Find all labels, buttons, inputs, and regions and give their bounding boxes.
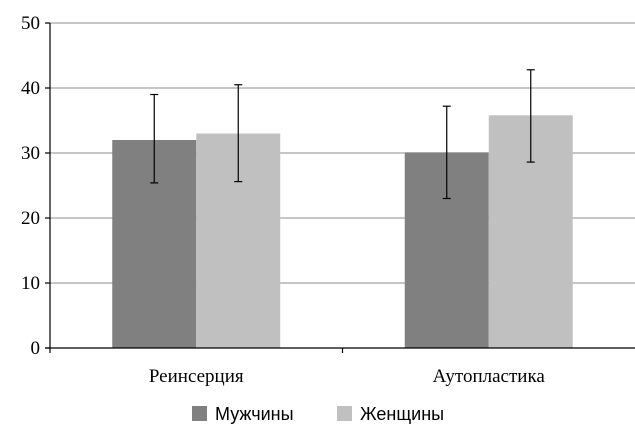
axes [45, 23, 635, 353]
x-category-label: Реинсерция [149, 366, 244, 387]
legend-swatch [192, 406, 207, 421]
legend-item-women: Женщины [337, 404, 444, 424]
legend-label: Мужчины [215, 404, 294, 424]
bars [112, 115, 573, 348]
error-bar-women-1 [526, 69, 535, 163]
legend-item-men: Мужчины [192, 404, 294, 424]
legend-label: Женщины [360, 404, 444, 424]
legend: Мужчины Женщины [192, 404, 444, 424]
y-tick-label: 20 [21, 208, 40, 229]
x-axis-labels: Реинсерция Аутопластика [149, 348, 546, 387]
y-tick-label: 30 [21, 143, 40, 164]
y-axis-ticks: 0 10 20 30 40 50 [21, 13, 50, 359]
error-bar-men-1 [442, 105, 451, 200]
x-category-label: Аутопластика [433, 366, 546, 387]
error-bar-men-0 [150, 93, 159, 184]
legend-swatch [337, 406, 352, 421]
y-tick-label: 10 [21, 273, 40, 294]
error-bar-women-0 [234, 84, 243, 183]
error-bars [150, 69, 535, 200]
y-tick-label: 50 [21, 13, 40, 34]
y-tick-label: 0 [31, 338, 41, 359]
y-tick-label: 40 [21, 78, 40, 99]
